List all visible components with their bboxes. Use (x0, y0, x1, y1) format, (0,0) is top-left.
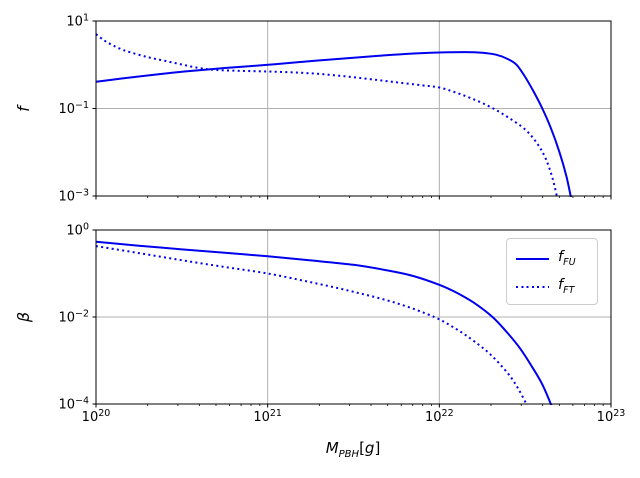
y-axis-label-beta: β (14, 311, 33, 323)
legend-label-fft-sub: FT (563, 285, 575, 297)
x-label-bracket-close: ] (374, 439, 381, 457)
y-tick-label: 100 (66, 222, 89, 239)
legend-label-fft: fFT (558, 278, 574, 295)
y-tick-label: 10−1 (58, 100, 89, 117)
legend-solid-line-sample (516, 258, 549, 260)
x-label-subscript: PBH (338, 449, 360, 460)
legend-label-ffu: fFU (558, 250, 576, 267)
legend-label-ffu-main: f (558, 249, 564, 266)
curve-beta_FU (96, 240, 553, 405)
x-label-bracket-open: [ (359, 439, 365, 457)
legend: fFU fFT (506, 238, 598, 305)
legend-entry-ffu: fFU (516, 245, 597, 273)
y-axis-label-f: f (14, 106, 33, 112)
x-tick-label: 1022 (425, 408, 454, 425)
curve-beta_FT (96, 245, 528, 405)
legend-dotted-line-sample (516, 286, 549, 288)
legend-entry-fft: fFT (516, 273, 597, 301)
y-tick-label: 101 (66, 13, 89, 30)
x-label-symbol: M (325, 439, 339, 457)
x-tick-label: 1020 (82, 408, 111, 425)
x-axis-label: MPBH[g] (153, 439, 553, 460)
x-tick-label: 1021 (253, 408, 282, 425)
legend-label-ffu-sub: FU (563, 257, 576, 269)
x-tick-label: 1023 (597, 408, 626, 425)
y-tick-label: 10−3 (58, 188, 89, 205)
x-label-unit: g (364, 439, 375, 457)
y-tick-label: 10−2 (58, 309, 89, 326)
legend-label-fft-main: f (558, 277, 564, 294)
